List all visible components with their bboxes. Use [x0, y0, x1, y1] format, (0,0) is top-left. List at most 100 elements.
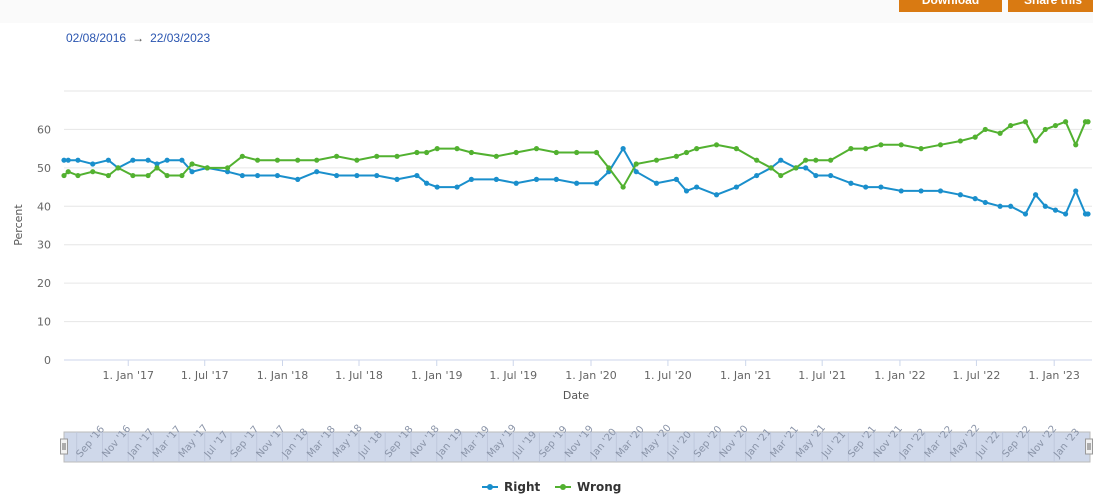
data-point-right: [553, 176, 559, 182]
data-point-wrong: [224, 165, 231, 171]
data-point-wrong: [115, 165, 121, 171]
data-point-right: [673, 176, 679, 182]
y-tick-label: 40: [37, 200, 51, 213]
data-point-right: [374, 172, 380, 179]
y-tick-label: 0: [44, 354, 51, 367]
data-point-right: [533, 176, 540, 182]
data-point-wrong: [593, 149, 600, 156]
data-point-right: [593, 180, 600, 186]
data-point-right: [414, 172, 420, 179]
x-tick-label: 1. Jan '22: [874, 369, 925, 382]
data-point-wrong: [254, 157, 261, 163]
data-point-wrong: [778, 172, 784, 179]
data-point-right: [1022, 211, 1029, 217]
data-point-wrong: [793, 165, 799, 171]
x-tick-label: 1. Jan '21: [720, 369, 771, 382]
data-point-right: [982, 199, 988, 206]
data-point-right: [1085, 211, 1091, 217]
data-point-wrong: [105, 172, 111, 179]
download-button[interactable]: Download: [899, 0, 1002, 12]
data-point-right: [997, 203, 1003, 209]
data-point-wrong: [972, 134, 978, 140]
data-point-wrong: [204, 165, 210, 171]
data-point-wrong: [468, 149, 475, 156]
x-tick-label: 1. Jan '18: [257, 369, 308, 382]
data-point-wrong: [620, 184, 626, 190]
data-point-wrong: [673, 153, 679, 159]
data-point-right: [145, 157, 151, 163]
data-point-right: [1032, 192, 1039, 198]
data-point-right: [713, 192, 720, 198]
data-point-wrong: [633, 161, 639, 167]
data-point-right: [493, 176, 499, 182]
data-point-wrong: [274, 157, 281, 163]
data-point-wrong: [863, 146, 869, 152]
data-point-right: [1052, 207, 1059, 213]
data-point-wrong: [878, 142, 884, 148]
x-tick-label: 1. Jul '21: [798, 369, 846, 382]
data-point-right: [863, 184, 869, 190]
x-tick-label: 1. Jul '19: [489, 369, 537, 382]
share-button[interactable]: Share this: [1008, 0, 1093, 12]
data-point-wrong: [937, 142, 944, 148]
legend-wrong-marker: [560, 484, 566, 490]
data-point-right: [813, 172, 819, 179]
y-tick-label: 10: [37, 316, 51, 329]
navigator-right-handle[interactable]: [1085, 438, 1093, 455]
data-point-wrong: [90, 169, 96, 175]
x-tick-label: 1. Jul '20: [644, 369, 692, 382]
data-point-wrong: [1063, 119, 1069, 125]
data-point-wrong: [828, 157, 834, 163]
data-point-wrong: [374, 153, 380, 159]
x-tick-label: 1. Jul '22: [953, 369, 1001, 382]
data-point-right: [75, 157, 81, 163]
data-point-right: [620, 146, 626, 152]
data-point-wrong: [61, 172, 67, 179]
data-point-right: [754, 172, 760, 179]
data-point-right: [878, 184, 884, 190]
data-point-right: [295, 176, 301, 182]
data-point-wrong: [179, 172, 185, 179]
data-point-right: [468, 176, 475, 182]
data-point-wrong: [713, 142, 720, 148]
data-point-right: [957, 192, 963, 198]
data-point-wrong: [154, 165, 160, 171]
data-point-wrong: [75, 172, 81, 179]
legend-right-marker: [487, 484, 493, 490]
data-point-wrong: [533, 146, 540, 152]
data-point-wrong: [982, 126, 988, 133]
data-point-right: [105, 157, 111, 163]
data-point-wrong: [295, 157, 301, 163]
data-point-right: [254, 172, 261, 179]
navigator-left-handle[interactable]: [60, 438, 68, 455]
range-to[interactable]: 22/03/2023: [150, 31, 211, 45]
data-point-wrong: [164, 172, 170, 179]
data-point-right: [65, 157, 71, 163]
data-point-right: [224, 169, 231, 175]
data-point-right: [394, 176, 400, 182]
legend-item-right[interactable]: Right: [482, 480, 540, 494]
data-point-wrong: [145, 172, 151, 179]
data-point-wrong: [314, 157, 320, 163]
legend-item-wrong[interactable]: Wrong: [555, 480, 621, 494]
data-point-right: [154, 161, 160, 167]
data-point-wrong: [653, 157, 660, 163]
data-point-wrong: [918, 146, 924, 152]
data-point-wrong: [898, 142, 904, 148]
y-tick-label: 60: [37, 123, 51, 136]
data-point-right: [694, 184, 700, 190]
data-point-wrong: [394, 153, 400, 159]
data-point-right: [1008, 203, 1014, 209]
y-tick-label: 30: [37, 239, 51, 252]
data-point-right: [918, 188, 924, 194]
range-from[interactable]: 02/08/2016: [66, 31, 127, 45]
data-point-right: [314, 169, 320, 175]
legend-right-label: Right: [504, 480, 540, 494]
date-range: 02/08/2016 → 22/03/2023: [66, 31, 210, 45]
data-point-right: [179, 157, 185, 163]
data-point-right: [1063, 211, 1069, 217]
x-tick-label: 1. Jan '20: [565, 369, 616, 382]
